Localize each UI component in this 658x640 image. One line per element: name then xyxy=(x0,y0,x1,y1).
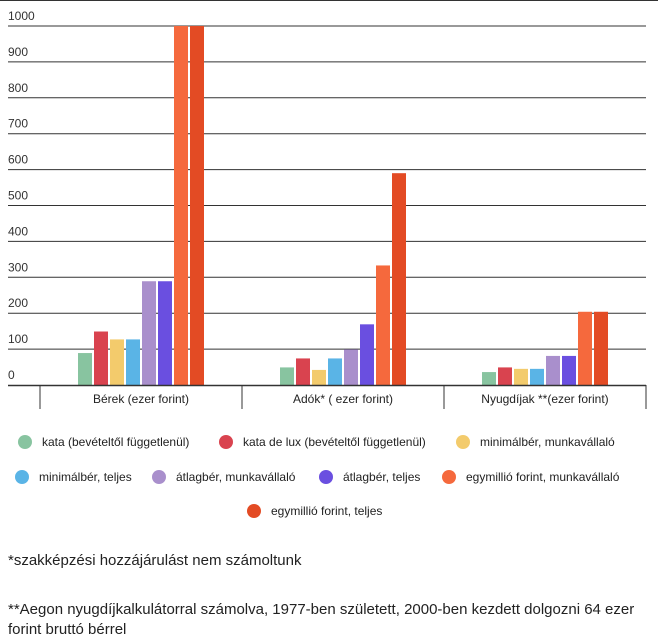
bar xyxy=(296,358,310,385)
grid-lines xyxy=(8,25,646,350)
legend-label: átlagbér, teljes xyxy=(343,470,421,484)
bar xyxy=(498,367,512,385)
legend-swatch xyxy=(15,470,29,484)
y-tick-label: 500 xyxy=(8,189,28,203)
legend-item: átlagbér, munkavállaló xyxy=(152,470,295,484)
legend: kata (bevételtől függetlenül) kata de lu… xyxy=(0,428,658,528)
bar xyxy=(546,355,560,385)
y-tick-label: 0 xyxy=(8,368,15,382)
legend-item: kata de lux (bevételtől függetlenül) xyxy=(219,435,426,449)
y-tick-label: 800 xyxy=(8,81,28,95)
bar xyxy=(594,311,608,385)
legend-swatch xyxy=(18,435,32,449)
bar xyxy=(312,369,326,385)
y-tick-label: 1000 xyxy=(8,9,35,23)
bar xyxy=(376,265,390,385)
y-axis-ticks: 0 100 200 300 400 500 600 700 800 900 1000 xyxy=(8,9,35,382)
legend-item: kata (bevételtől függetlenül) xyxy=(18,435,189,449)
bar xyxy=(110,339,124,385)
bar xyxy=(328,358,342,385)
x-tick-label: Nyugdíjak **(ezer forint) xyxy=(481,392,608,406)
legend-swatch xyxy=(442,470,456,484)
y-tick-label: 300 xyxy=(8,260,28,274)
bar xyxy=(142,281,156,385)
top-border xyxy=(0,0,658,1)
bar xyxy=(360,324,374,385)
bar xyxy=(514,368,528,385)
footnote-1: *szakképzési hozzájárulást nem számoltun… xyxy=(8,552,302,569)
y-tick-label: 900 xyxy=(8,45,28,59)
bar xyxy=(126,339,140,385)
legend-label: kata de lux (bevételtől függetlenül) xyxy=(243,435,426,449)
bar xyxy=(530,368,544,385)
bar xyxy=(392,173,406,385)
bar xyxy=(344,349,358,385)
y-tick-label: 700 xyxy=(8,117,28,131)
legend-swatch xyxy=(152,470,166,484)
legend-label: átlagbér, munkavállaló xyxy=(176,470,296,484)
legend-item: minimálbér, teljes xyxy=(15,470,132,484)
legend-item: átlagbér, teljes xyxy=(319,470,420,484)
y-tick-label: 200 xyxy=(8,296,28,310)
footnote-2: **Aegon nyugdíjkalkulátorral számolva, 1… xyxy=(8,601,635,638)
y-tick-label: 100 xyxy=(8,332,28,346)
legend-swatch xyxy=(219,435,233,449)
bar xyxy=(94,331,108,385)
y-tick-label: 400 xyxy=(8,224,28,238)
legend-swatch xyxy=(456,435,470,449)
legend-label: kata (bevételtől függetlenül) xyxy=(42,435,190,449)
bar-chart: 0 100 200 300 400 500 600 700 800 900 1000 Bérek (… xyxy=(8,9,647,409)
x-axis: Bérek (ezer forint) Adók* ( ezer forint) N… xyxy=(8,384,647,409)
legend-item: egymillió forint, teljes xyxy=(247,504,382,518)
bar xyxy=(280,367,294,385)
legend-item: minimálbér, munkavállaló xyxy=(456,435,615,449)
legend-label: egymillió forint, teljes xyxy=(271,504,383,518)
legend-label: egymillió forint, munkavállaló xyxy=(466,470,620,484)
legend-label: minimálbér, teljes xyxy=(39,470,132,484)
y-tick-label: 600 xyxy=(8,153,28,167)
bar xyxy=(190,26,204,385)
bar xyxy=(158,281,172,385)
bar xyxy=(482,372,496,385)
legend-swatch xyxy=(319,470,333,484)
legend-item: egymillió forint, munkavállaló xyxy=(442,470,619,484)
x-tick-label: Adók* ( ezer forint) xyxy=(293,392,393,406)
bar xyxy=(562,355,576,385)
x-tick-label: Bérek (ezer forint) xyxy=(93,392,189,406)
bar xyxy=(578,311,592,385)
legend-swatch xyxy=(247,504,261,518)
bars xyxy=(78,26,608,385)
bar xyxy=(174,26,188,385)
bar xyxy=(78,353,92,385)
legend-label: minimálbér, munkavállaló xyxy=(480,435,615,449)
